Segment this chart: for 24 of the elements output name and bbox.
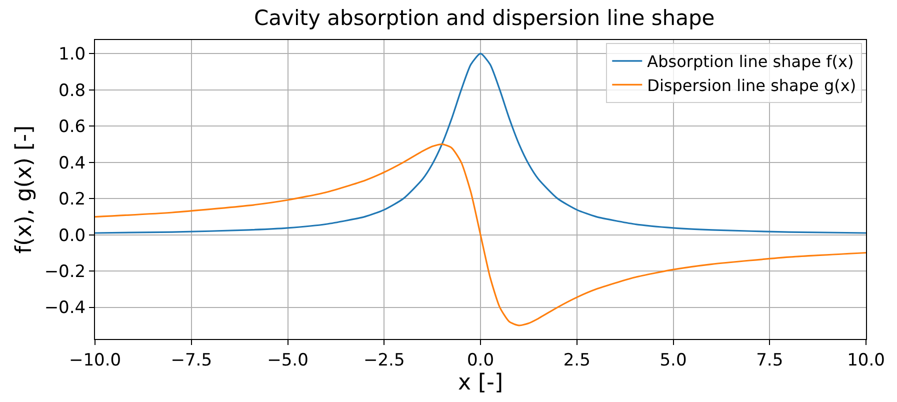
x-axis-title: x [-] (458, 370, 504, 396)
legend-label: Dispersion line shape g(x) (647, 76, 856, 95)
y-axis-title: f(x), g(x) [-] (12, 125, 38, 254)
x-tick-label: 2.5 (563, 350, 590, 370)
y-tick-label: −0.4 (44, 298, 86, 318)
x-tick-label: 10.0 (847, 350, 885, 370)
x-tick-label: 5.0 (660, 350, 687, 370)
x-tick-label: −5.0 (267, 350, 308, 370)
y-tick-label: 0.2 (58, 190, 86, 210)
line-series (95, 52, 866, 234)
y-tick-label: 0.4 (58, 153, 86, 174)
legend-label: Absorption line shape f(x) (647, 52, 854, 72)
line-series (95, 143, 866, 326)
chart-title: Cavity absorption and dispersion line shape (254, 6, 715, 30)
x-tick-label: −7.5 (170, 350, 212, 370)
y-tick-label: 1.0 (58, 44, 86, 65)
x-tick-label: −10.0 (68, 350, 122, 370)
x-tick-label: 0.0 (466, 350, 494, 370)
x-tick-label: 7.5 (756, 350, 784, 370)
y-tick-label: 0.8 (58, 80, 86, 101)
x-tick-label: −2.5 (363, 350, 405, 370)
y-tick-label: −0.2 (44, 262, 86, 282)
y-tick-label: 0.6 (58, 117, 86, 138)
y-tick-label: 0.0 (58, 226, 86, 246)
